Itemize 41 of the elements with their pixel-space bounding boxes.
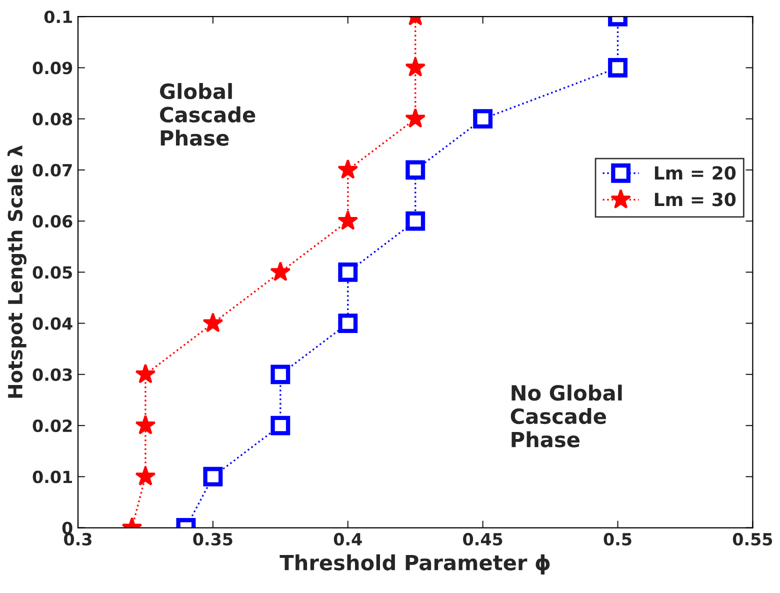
point	[405, 56, 426, 77]
point	[338, 314, 358, 334]
point	[406, 160, 426, 180]
x-tick-label: 0.55	[732, 532, 772, 546]
point	[338, 159, 358, 179]
point	[608, 58, 628, 78]
y-tick-label: 0.04	[32, 317, 72, 330]
y-tick-label: 0.02	[32, 420, 72, 432]
point	[270, 416, 290, 436]
y-axis-title: Hotspot Length Scale λ	[7, 145, 26, 398]
x-axis-title: Threshold Parameter ϕ	[280, 554, 550, 574]
point	[405, 108, 426, 128]
y-tick-label: 0.01	[32, 470, 72, 484]
legend-label: Lm = 30	[654, 192, 736, 206]
x-tick-label: 0.35	[193, 532, 232, 546]
y-tick-label: 0.05	[32, 266, 72, 279]
y-tick-label: 0.06	[32, 215, 72, 228]
point	[202, 312, 224, 332]
y-tick-label: 0.1	[44, 10, 72, 24]
y-tick-label: 0.08	[32, 112, 72, 126]
point	[473, 109, 493, 129]
x-tick-label: 0.45	[463, 532, 502, 546]
point	[135, 364, 156, 384]
y-tick-label: 0	[62, 522, 72, 534]
point	[338, 262, 358, 282]
point	[135, 466, 156, 486]
y-tick-label: 0.07	[32, 164, 72, 177]
point	[270, 261, 291, 282]
x-tick-label: 0.3	[64, 532, 92, 546]
point	[338, 210, 358, 230]
y-tick-label: 0.09	[32, 62, 72, 74]
annotation: Global Cascade Phase	[160, 83, 256, 146]
point	[270, 364, 290, 384]
point	[406, 211, 426, 231]
x-tick-label: 0.5	[604, 532, 632, 546]
y-tick-label: 0.03	[32, 368, 72, 381]
x-tick-label: 0.4	[334, 532, 362, 546]
legend-label: Lm = 20	[654, 166, 736, 180]
annotation: No Global Cascade Phase	[510, 384, 622, 448]
point	[203, 466, 223, 486]
point	[135, 414, 156, 434]
